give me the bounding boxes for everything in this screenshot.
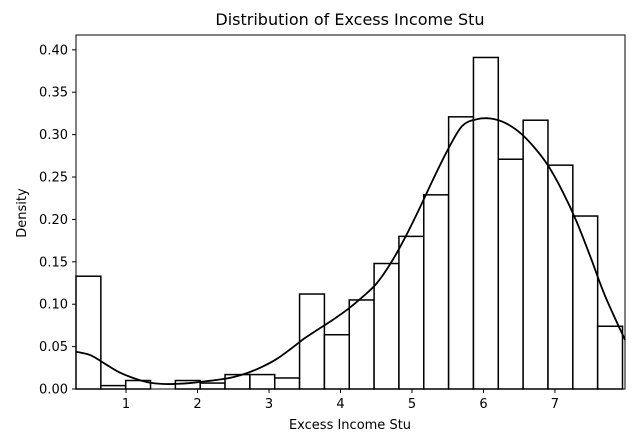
kde-curve-layer bbox=[75, 117, 626, 385]
y-tick-label: 0.05 bbox=[39, 340, 68, 355]
histogram-bar bbox=[199, 382, 226, 390]
histogram-bar bbox=[298, 293, 326, 390]
histogram-bar bbox=[273, 377, 301, 390]
histogram-bar bbox=[472, 56, 500, 390]
x-axis-ticks: 1 2 3 4 5 6 7 bbox=[122, 389, 559, 412]
y-tick-label: 0.00 bbox=[39, 383, 68, 398]
y-tick-label: 0.25 bbox=[39, 171, 68, 186]
histogram-bar bbox=[75, 275, 102, 390]
histogram-bar bbox=[348, 299, 375, 390]
y-tick-label: 0.35 bbox=[39, 86, 68, 101]
histogram-bar bbox=[547, 164, 574, 390]
histogram-bar bbox=[423, 194, 450, 390]
x-tick-label: 7 bbox=[551, 397, 559, 412]
y-tick-label: 0.20 bbox=[39, 213, 68, 228]
x-axis-label: Excess Income Stu bbox=[289, 418, 411, 433]
histogram-bar bbox=[323, 333, 350, 390]
x-tick-label: 5 bbox=[408, 397, 416, 412]
histogram-bar bbox=[522, 119, 549, 390]
histogram-bars bbox=[75, 56, 624, 390]
histogram-bar bbox=[596, 325, 624, 390]
y-tick-label: 0.15 bbox=[39, 255, 68, 270]
histogram-bar bbox=[447, 116, 475, 390]
y-tick-label: 0.40 bbox=[39, 43, 68, 58]
x-tick-label: 4 bbox=[336, 397, 344, 412]
histogram-bar bbox=[398, 235, 425, 390]
histogram-bar bbox=[100, 384, 127, 390]
x-tick-label: 2 bbox=[193, 397, 201, 412]
x-tick-label: 6 bbox=[479, 397, 487, 412]
y-tick-label: 0.10 bbox=[39, 298, 68, 313]
plot-frame bbox=[75, 34, 626, 390]
x-tick-label: 1 bbox=[122, 397, 130, 412]
y-tick-label: 0.30 bbox=[39, 128, 68, 143]
y-axis-ticks: 0.00 0.05 0.10 0.15 0.20 0.25 0.30 0.35 0.40 bbox=[39, 43, 76, 398]
chart-title: Distribution of Excess Income Stu bbox=[215, 10, 484, 29]
x-tick-label: 3 bbox=[265, 397, 273, 412]
kde-curve bbox=[75, 117, 626, 385]
histogram-bar bbox=[249, 373, 276, 390]
y-axis-label: Density bbox=[15, 188, 30, 238]
histogram-bar bbox=[497, 158, 524, 390]
